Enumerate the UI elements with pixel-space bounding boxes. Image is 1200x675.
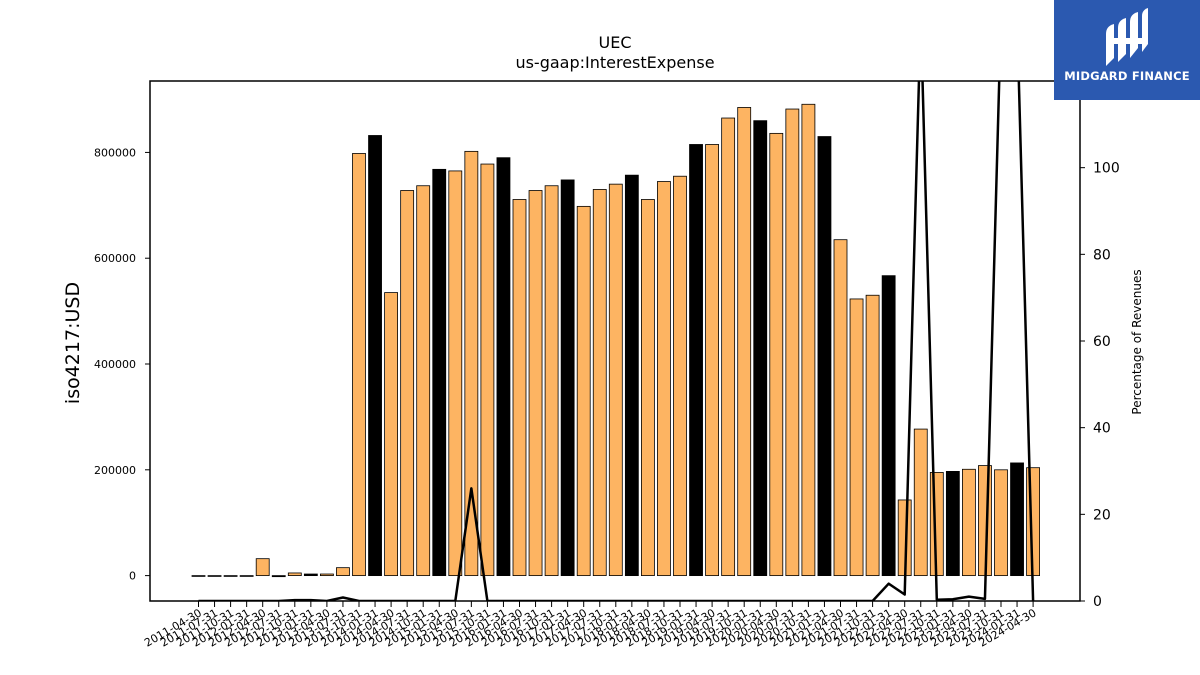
bar [319,573,334,577]
bar [255,558,270,577]
y-tick-label: 400000 [94,358,136,371]
y-tick-label: 600000 [94,252,136,265]
chart-subtitle: us-gaap:InterestExpense [515,53,714,72]
midgard-logo-icon [1106,8,1148,66]
y-tick-label: 800000 [94,146,136,159]
bar [368,135,382,577]
y2-tick-label: 0 [1093,594,1102,610]
bar [480,163,495,577]
bar [336,567,350,576]
bar [384,292,399,577]
bar [641,199,655,576]
y2-tick-label: 100 [1093,161,1120,177]
bar [753,120,768,576]
bar [608,183,623,577]
bar [865,294,880,577]
bar [657,181,671,577]
y2-tick-label: 20 [1093,507,1111,523]
bar [721,117,736,577]
bar [994,469,1008,577]
bar [432,168,447,577]
bar [416,185,431,577]
bar [817,136,832,576]
bar [849,298,864,577]
bar [239,575,254,577]
bar [223,575,238,577]
bar [737,107,752,577]
y2-tick-label: 60 [1093,334,1111,350]
y2-axis-label: Percentage of Revenues [1130,269,1144,414]
bar [512,199,527,576]
bar [560,179,575,577]
y-axis: 0 200000 400000 600000 800000 [94,146,150,583]
bar [962,468,976,577]
bar [464,150,479,577]
y-tick-label: 200000 [94,464,136,477]
percentage-line [198,81,1035,601]
y2-tick-label: 40 [1093,421,1111,437]
x-axis: 2011-04-302011-07-312011-10-312012-01-31… [142,601,1039,650]
logo-text: MIDGARD FINANCE [1064,69,1190,83]
bar [624,174,639,577]
bar [496,157,511,576]
bar [191,575,206,577]
bar [400,190,415,577]
bar [785,108,800,577]
bar [673,175,687,577]
y2-tick-label: 80 [1093,247,1111,263]
bar [833,239,848,577]
bar [1010,462,1024,577]
bar [207,575,222,577]
bar [913,428,928,577]
bar [544,185,559,577]
chart-title: UEC [599,33,632,52]
bar [881,275,896,577]
y2-axis: 0 20 40 60 80 100 [1080,161,1120,610]
bar [576,205,591,577]
bar [448,170,463,577]
bar [528,190,543,577]
bar [769,132,784,577]
bar [352,153,366,577]
bar [705,144,719,577]
bar [303,573,318,577]
bar [271,575,286,578]
bar [287,572,302,577]
percentage-line-series [198,81,1035,601]
bar [945,470,960,577]
bar [801,103,816,577]
bar [592,189,607,577]
bar [689,144,703,577]
y-axis-label: iso4217:USD [62,282,84,404]
midgard-finance-logo: MIDGARD FINANCE [1054,0,1200,100]
y-tick-label: 0 [129,570,136,583]
